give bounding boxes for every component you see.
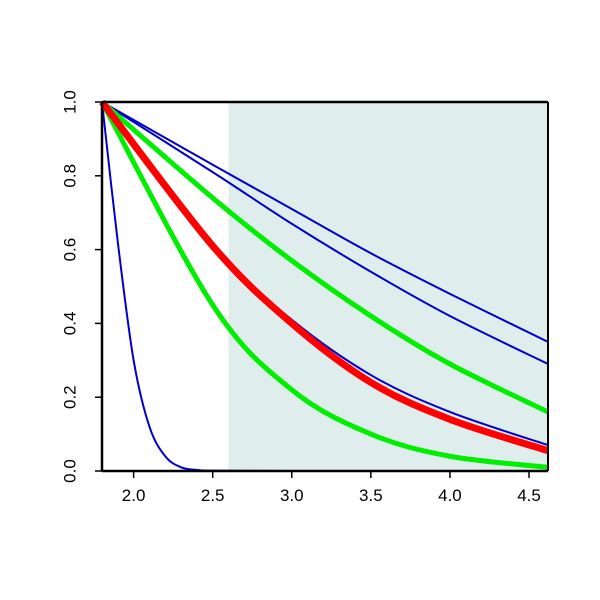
y-tick-label-1: 0.2 [60, 385, 79, 409]
x-tick-label-0: 2.0 [122, 486, 146, 505]
y-tick-label-5: 1.0 [60, 90, 79, 114]
y-tick-label-3: 0.6 [60, 238, 79, 262]
x-tick-label-4: 4.0 [438, 486, 462, 505]
x-tick-label-1: 2.5 [201, 486, 225, 505]
axes-layer: 2.0 2.5 3.0 3.5 4.0 4.5 0.0 0.2 0.4 0.6 0.8 1.0 [60, 90, 549, 505]
series-line-7 [99, 99, 550, 455]
shaded-region [228, 102, 548, 471]
series-line-6 [100, 100, 550, 415]
y-tick-label-2: 0.4 [60, 312, 79, 336]
series-line-3 [101, 101, 549, 365]
series-layer [99, 99, 550, 473]
x-tick-label-3: 3.5 [359, 486, 383, 505]
y-tick-label-0: 0.0 [60, 459, 79, 483]
x-tick-label-2: 3.0 [280, 486, 304, 505]
x-tick-label-5: 4.5 [517, 486, 541, 505]
series-line-4 [101, 101, 549, 343]
y-tick-label-4: 0.8 [60, 164, 79, 188]
series-line-5 [99, 100, 549, 470]
